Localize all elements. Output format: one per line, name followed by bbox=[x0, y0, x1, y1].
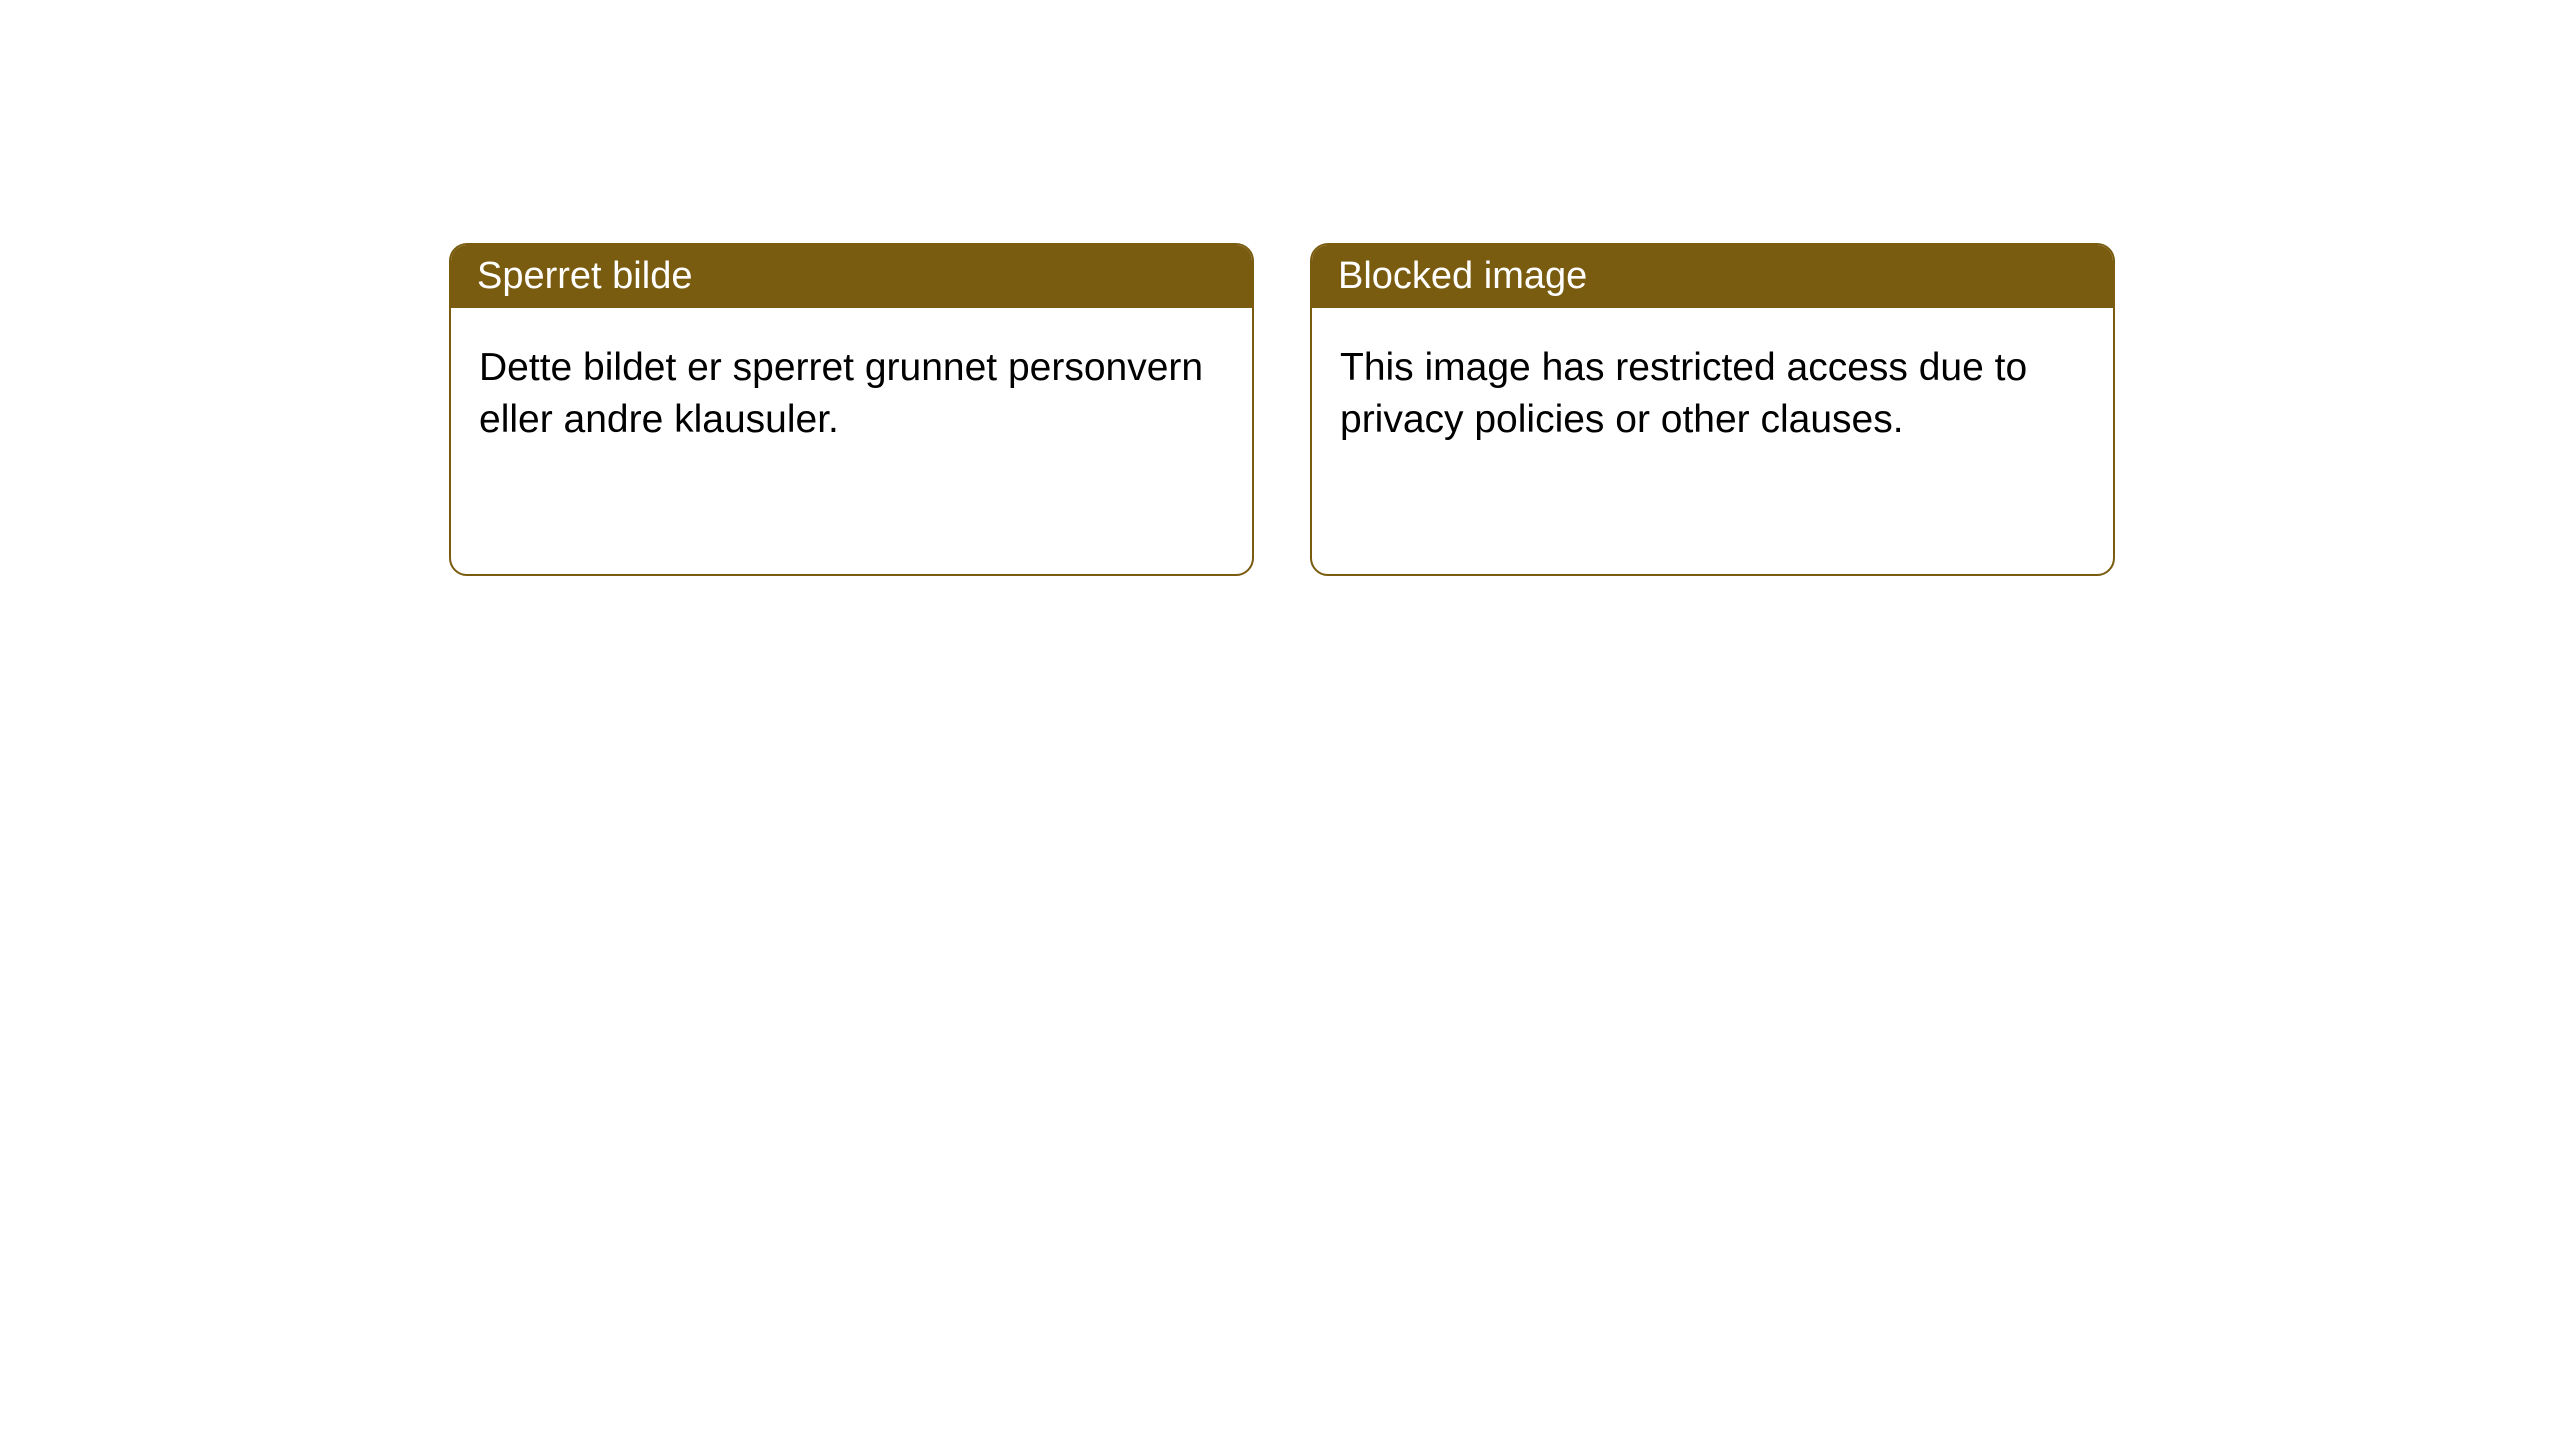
notice-container: Sperret bilde Dette bildet er sperret gr… bbox=[0, 0, 2560, 576]
notice-body-text: Dette bildet er sperret grunnet personve… bbox=[479, 346, 1203, 441]
notice-title: Blocked image bbox=[1338, 255, 1587, 297]
notice-card-norwegian: Sperret bilde Dette bildet er sperret gr… bbox=[449, 243, 1254, 576]
notice-body: Dette bildet er sperret grunnet personve… bbox=[451, 308, 1252, 480]
notice-body: This image has restricted access due to … bbox=[1312, 308, 2113, 480]
notice-card-english: Blocked image This image has restricted … bbox=[1310, 243, 2115, 576]
notice-body-text: This image has restricted access due to … bbox=[1340, 346, 2027, 441]
notice-header: Blocked image bbox=[1312, 245, 2113, 308]
notice-title: Sperret bilde bbox=[477, 255, 692, 297]
notice-header: Sperret bilde bbox=[451, 245, 1252, 308]
